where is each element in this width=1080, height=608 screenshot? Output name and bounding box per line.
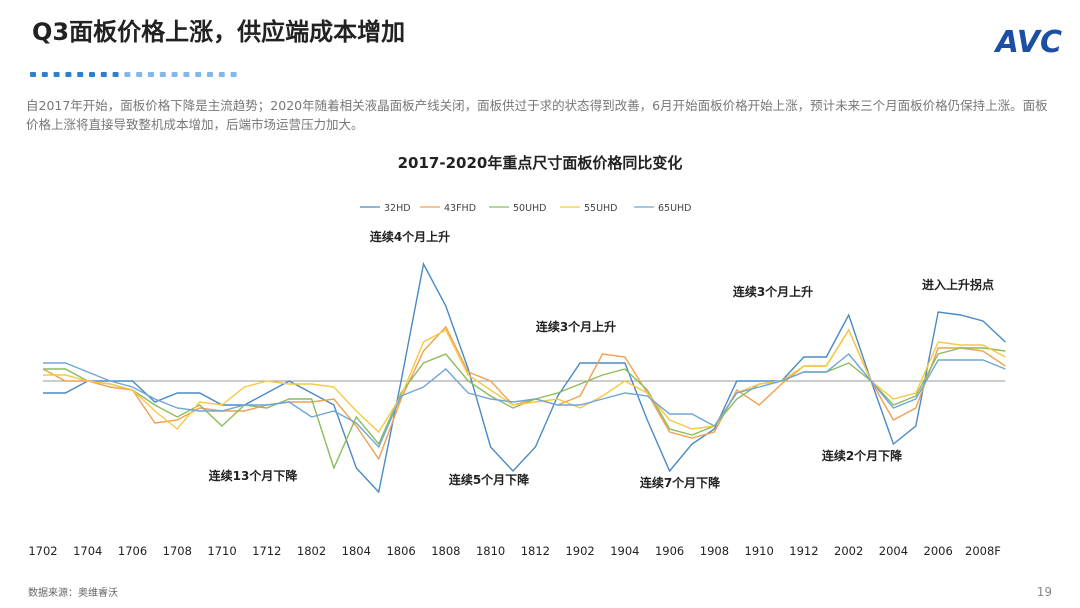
annotation: 连续13个月下降 [209, 468, 299, 483]
x-tick-label: 1808 [431, 544, 460, 558]
legend-label: 65UHD [658, 203, 692, 214]
dot [171, 72, 178, 77]
annotation: 连续4个月上升 [370, 229, 450, 244]
legend-label: 43FHD [444, 203, 476, 214]
x-tick-label: 1802 [297, 544, 326, 558]
dot [230, 72, 237, 77]
dot [136, 72, 143, 77]
x-tick-label: 1908 [700, 544, 729, 558]
dot [112, 72, 119, 77]
logo: AVC [994, 25, 1062, 60]
x-tick-label: 1708 [163, 544, 192, 558]
series-line [43, 261, 1006, 494]
x-tick-label: 2002 [834, 544, 863, 558]
annotation: 连续7个月下降 [640, 475, 721, 490]
x-tick-label: 1712 [252, 544, 281, 558]
x-tick-label: 1710 [207, 544, 236, 558]
legend-label: 32HD [384, 203, 411, 214]
x-tick-label: 1704 [73, 544, 102, 558]
x-tick-label: 1812 [521, 544, 550, 558]
chart-title: 2017-2020年重点尺寸面板价格同比变化 [398, 154, 683, 172]
x-tick-label: 2006 [924, 544, 953, 558]
legend-label: 50UHD [513, 203, 547, 214]
x-tick-label: 1910 [745, 544, 774, 558]
dot [207, 72, 213, 77]
x-tick-label: 1810 [476, 544, 505, 558]
x-tick-label: 1912 [789, 544, 818, 558]
x-tick-label: 1806 [386, 544, 415, 558]
x-tick-label: 1904 [610, 544, 639, 558]
dot [218, 72, 225, 77]
series-line [43, 328, 1006, 434]
x-tick-label: 1804 [342, 544, 371, 558]
page-number: 19 [1037, 585, 1052, 599]
annotation: 连续2个月下降 [822, 448, 903, 463]
annotation: 连续3个月上升 [733, 284, 813, 299]
dot [53, 72, 60, 77]
legend-label: 55UHD [584, 203, 618, 214]
dot [124, 72, 131, 77]
dot [159, 72, 166, 77]
x-tick-label: 1706 [118, 544, 147, 558]
annotation: 连续5个月下降 [449, 472, 530, 487]
dot [77, 72, 84, 77]
dot [30, 72, 36, 77]
slide-title: Q3面板价格上涨，供应端成本增加 [32, 18, 405, 46]
x-tick-label: 1906 [655, 544, 684, 558]
series-line [43, 353, 1006, 449]
x-tick-label: 1902 [565, 544, 594, 558]
x-tick-label: 2008F [965, 544, 1001, 558]
dot [89, 72, 95, 77]
dot [65, 72, 72, 77]
x-tick-label: 1702 [28, 544, 57, 558]
decor-dots [30, 72, 237, 77]
dot [195, 72, 202, 77]
dot [100, 72, 107, 77]
annotation: 进入上升拐点 [922, 277, 994, 292]
description: 自2017年开始，面板价格下降是主流趋势；2020年随着相关液晶面板产线关闭，面… [26, 98, 1048, 132]
source: 数据来源：奥维睿沃 [28, 586, 118, 599]
dot [41, 72, 48, 77]
annotation: 连续3个月上升 [536, 319, 616, 334]
x-tick-label: 2004 [879, 544, 908, 558]
dot [183, 72, 190, 77]
dot [148, 72, 154, 77]
